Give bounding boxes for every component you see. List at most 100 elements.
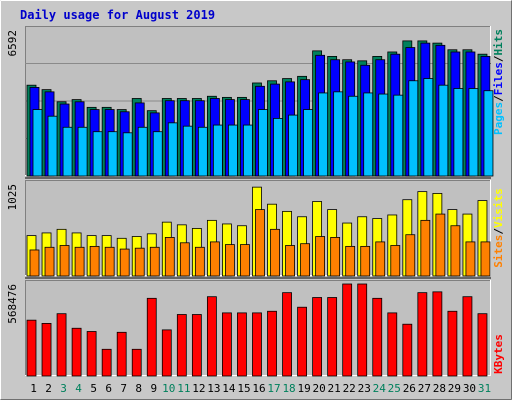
side-label-kbytes: KBytes: [492, 334, 505, 374]
bar-sites-day-9: [149, 246, 160, 277]
bar-pages-day-16: [258, 109, 268, 177]
x-tick-day-24: 24: [373, 382, 387, 395]
bar-pages-day-25: [393, 94, 404, 177]
x-tick-day-20: 20: [313, 382, 326, 395]
bar-sites-day-5: [89, 245, 100, 277]
bar-sites-day-27: [420, 219, 431, 277]
bar-kbytes-day-14: [222, 312, 232, 377]
bar-pages-day-8: [137, 126, 148, 177]
x-tick-day-31: 31: [478, 382, 491, 395]
bar-kbytes-day-20: [312, 297, 323, 377]
bar-sites-day-24: [375, 241, 386, 277]
bar-kbytes-day-17: [267, 310, 277, 377]
x-tick-day-7: 7: [120, 382, 127, 395]
bar-kbytes-day-28: [432, 291, 443, 377]
bar-sites-day-19: [300, 243, 310, 277]
bar-sites-day-4: [74, 246, 85, 277]
bar-kbytes-day-8: [131, 348, 142, 377]
bar-sites-day-20: [315, 236, 326, 277]
bar-kbytes-day-11: [176, 314, 187, 377]
bar-kbytes-day-22: [342, 283, 353, 377]
bar-kbytes-day-5: [86, 331, 97, 377]
side-label-files: Files: [492, 62, 505, 95]
bar-kbytes-day-4: [71, 327, 82, 377]
bar-kbytes-day-6: [101, 348, 112, 377]
x-tick-day-29: 29: [448, 382, 461, 395]
side-label-group-top: Pages/Files/Hits: [492, 29, 505, 135]
bar-pages-day-17: [273, 118, 283, 177]
bar-kbytes-day-3: [56, 313, 67, 377]
x-tick-day-10: 10: [162, 382, 175, 395]
bar-sites-day-10: [164, 237, 175, 277]
x-tick-day-21: 21: [328, 382, 341, 395]
bar-pages-day-26: [408, 80, 419, 177]
x-tick-day-23: 23: [358, 382, 371, 395]
bar-pages-day-10: [167, 122, 178, 177]
bar-kbytes-day-10: [161, 329, 172, 377]
x-tick-day-14: 14: [222, 382, 236, 395]
bar-kbytes-day-2: [41, 323, 52, 377]
bar-sites-day-17: [270, 228, 280, 277]
bar-pages-day-27: [423, 78, 434, 177]
x-tick-day-2: 2: [45, 382, 52, 395]
bar-sites-day-29: [450, 225, 461, 277]
bar-pages-day-6: [107, 131, 118, 177]
side-label-sites: Sites: [492, 235, 505, 268]
bar-kbytes-day-23: [357, 283, 368, 377]
side-label-sep: /: [492, 55, 505, 62]
bar-pages-day-31: [483, 90, 494, 177]
bar-sites-day-26: [405, 234, 416, 277]
x-tick-day-15: 15: [237, 382, 250, 395]
bar-pages-day-29: [453, 88, 464, 177]
bar-sites-day-28: [435, 213, 446, 277]
bar-sites-day-30: [465, 241, 476, 277]
x-tick-day-27: 27: [418, 382, 431, 395]
x-tick-day-6: 6: [105, 382, 112, 395]
bar-pages-day-15: [243, 124, 253, 177]
bar-pages-day-5: [92, 131, 103, 177]
side-label-hits: Hits: [492, 29, 505, 56]
panel-visits-sites-max-label: 1025: [6, 184, 19, 211]
x-tick-day-17: 17: [267, 382, 280, 395]
x-tick-day-11: 11: [177, 382, 190, 395]
x-tick-day-19: 19: [297, 382, 310, 395]
x-tick-day-3: 3: [60, 382, 67, 395]
x-tick-day-28: 28: [433, 382, 446, 395]
bar-sites-day-12: [194, 246, 205, 277]
x-tick-day-25: 25: [388, 382, 401, 395]
bar-pages-day-20: [318, 92, 329, 177]
bar-kbytes-day-15: [237, 312, 247, 377]
bar-sites-day-6: [104, 246, 115, 277]
panel-kbytes-max-label: 568476: [6, 284, 19, 324]
bar-pages-day-12: [197, 126, 208, 177]
bar-sites-day-15: [240, 244, 250, 277]
x-tick-day-26: 26: [403, 382, 416, 395]
bar-sites-day-7: [119, 248, 130, 277]
side-label-sep: /: [492, 228, 505, 235]
bar-sites-day-1: [29, 249, 40, 277]
bar-kbytes-day-30: [462, 296, 473, 377]
bar-kbytes-day-29: [447, 310, 458, 377]
side-label-group-middle: Sites/Visits: [492, 188, 505, 268]
bar-pages-day-9: [152, 131, 163, 177]
chart-title: Daily usage for August 2019: [20, 8, 215, 22]
bar-pages-day-24: [378, 93, 389, 177]
bar-pages-day-3: [62, 126, 73, 177]
bar-kbytes-day-26: [402, 323, 413, 377]
bar-sites-day-3: [59, 245, 70, 277]
bar-pages-day-22: [348, 95, 359, 177]
side-label-group-bottom: KBytes: [492, 334, 505, 374]
bar-kbytes-day-27: [417, 292, 428, 377]
bar-kbytes-day-21: [327, 297, 338, 377]
x-tick-day-16: 16: [252, 382, 265, 395]
bar-pages-day-19: [303, 109, 313, 177]
x-tick-day-22: 22: [343, 382, 356, 395]
x-tick-day-8: 8: [135, 382, 142, 395]
bar-kbytes-day-9: [146, 297, 157, 377]
bar-sites-day-31: [480, 241, 491, 277]
bar-kbytes-day-7: [116, 331, 127, 377]
bar-pages-day-30: [468, 88, 479, 177]
x-tick-day-12: 12: [192, 382, 205, 395]
side-label-visits: Visits: [492, 188, 505, 228]
